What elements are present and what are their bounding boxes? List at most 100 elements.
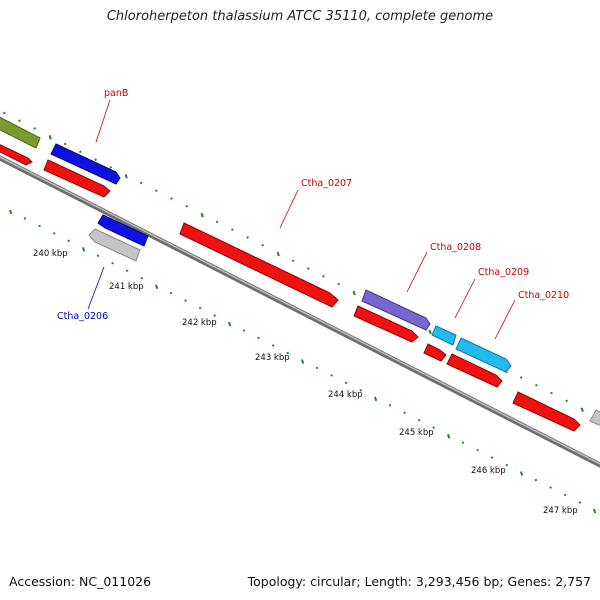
tick-minor xyxy=(315,366,319,370)
tick-major xyxy=(200,212,204,218)
tick-minor xyxy=(550,391,553,395)
tick-minor xyxy=(111,261,114,265)
tick-minor xyxy=(215,220,219,224)
tick-minor xyxy=(403,411,406,414)
tick-minor xyxy=(271,344,275,347)
gene-grey-0206[interactable] xyxy=(88,228,141,262)
tick-minor xyxy=(184,299,187,302)
gene-Ctha_0207[interactable] xyxy=(179,222,339,308)
tick-minor xyxy=(125,269,129,272)
genome-summary-text: Topology: circular; Length: 3,293,456 bp… xyxy=(247,574,591,589)
tick-major xyxy=(82,247,86,252)
tick-minor xyxy=(185,205,189,208)
tick-minor xyxy=(257,336,260,340)
tick-minor xyxy=(242,329,246,332)
tick-minor xyxy=(246,236,249,239)
gene-label-panB[interactable]: panB xyxy=(104,88,128,99)
tick-minor xyxy=(33,127,37,130)
tick-minor xyxy=(198,306,202,310)
tick-minor xyxy=(63,142,67,146)
tick-minor xyxy=(417,418,421,422)
tick-major xyxy=(374,396,378,402)
tick-minor xyxy=(535,384,538,387)
tick-minor xyxy=(18,119,21,122)
tick-minor xyxy=(79,150,82,154)
tick-minor xyxy=(461,441,465,444)
tick-minor xyxy=(94,158,97,161)
tick-minor xyxy=(3,111,6,115)
tick-major xyxy=(9,209,13,215)
gene-layer[interactable] xyxy=(0,112,600,432)
gene-Ctha_0210[interactable] xyxy=(446,353,503,388)
scale-label-244: 244 kbp xyxy=(328,390,363,400)
tick-major xyxy=(580,407,584,413)
tick-minor xyxy=(359,389,363,392)
tick-minor xyxy=(169,291,173,295)
tick-major xyxy=(155,284,159,290)
tick-row-upper xyxy=(3,111,599,418)
tick-minor xyxy=(38,224,41,228)
tick-major xyxy=(593,508,597,514)
gene-grey-right[interactable] xyxy=(589,409,600,430)
gene-label-Ctha_0206[interactable]: Ctha_0206 xyxy=(57,311,108,322)
scale-label-243: 243 kbp xyxy=(255,353,290,363)
tick-minor xyxy=(52,232,56,235)
gene-label-Ctha_0208[interactable]: Ctha_0208 xyxy=(430,242,481,253)
tick-minor xyxy=(23,217,27,220)
tick-minor xyxy=(565,399,569,403)
tick-major xyxy=(48,135,52,140)
gene-cyan-small[interactable] xyxy=(431,325,457,346)
tick-major xyxy=(447,433,451,439)
gene-red-0208[interactable] xyxy=(353,305,419,343)
tick-minor xyxy=(213,314,217,317)
scale-label-247: 247 kbp xyxy=(543,506,578,516)
tick-minor xyxy=(490,456,494,459)
gene-red-small[interactable] xyxy=(423,343,447,362)
tick-minor xyxy=(563,493,567,497)
gene-red-right[interactable] xyxy=(512,391,581,432)
tick-minor xyxy=(549,486,552,489)
tick-minor xyxy=(505,463,509,467)
scale-label-246: 246 kbp xyxy=(471,466,506,476)
tick-minor xyxy=(519,376,523,379)
tick-minor xyxy=(344,381,348,385)
tick-minor xyxy=(330,374,333,377)
gene-olive[interactable] xyxy=(0,112,41,149)
tick-minor xyxy=(534,478,538,482)
tick-minor xyxy=(231,228,234,231)
tick-minor xyxy=(578,501,582,504)
tick-major xyxy=(520,471,524,476)
gene-Ctha_0209[interactable] xyxy=(455,337,512,373)
tick-major xyxy=(301,359,305,364)
tick-minor xyxy=(170,197,173,200)
tick-minor xyxy=(96,254,100,258)
tick-minor xyxy=(261,243,265,247)
tick-minor xyxy=(67,239,71,243)
tick-minor xyxy=(432,426,436,429)
gene-label-Ctha_0207[interactable]: Ctha_0207 xyxy=(301,178,352,189)
gene-panB[interactable] xyxy=(50,143,121,185)
gene-Ctha_0208[interactable] xyxy=(361,289,431,331)
scale-label-240: 240 kbp xyxy=(33,249,68,259)
tick-minor xyxy=(307,267,310,270)
label-leaders xyxy=(87,99,516,340)
tick-major xyxy=(124,173,128,179)
tick-minor xyxy=(291,259,295,263)
scale-label-241: 241 kbp xyxy=(109,282,144,292)
genome-backbone xyxy=(0,155,600,468)
tick-major xyxy=(352,290,356,296)
accession-text: Accession: NC_011026 xyxy=(9,574,152,589)
tick-minor xyxy=(388,403,392,407)
gene-red-panB[interactable] xyxy=(43,159,111,198)
gene-label-Ctha_0210[interactable]: Ctha_0210 xyxy=(518,290,569,301)
genome-backbone-highlight xyxy=(0,156,600,465)
tick-major xyxy=(276,251,280,257)
gene-Ctha_0206[interactable] xyxy=(97,214,149,247)
gene-label-Ctha_0209[interactable]: Ctha_0209 xyxy=(478,267,529,278)
tick-minor xyxy=(140,276,144,280)
gene-red-left[interactable] xyxy=(0,140,33,166)
scale-label-242: 242 kbp xyxy=(182,318,217,328)
scale-labels: 240 kbp 241 kbp 242 kbp 243 kbp 244 kbp … xyxy=(33,249,578,516)
scale-label-245: 245 kbp xyxy=(399,428,434,438)
